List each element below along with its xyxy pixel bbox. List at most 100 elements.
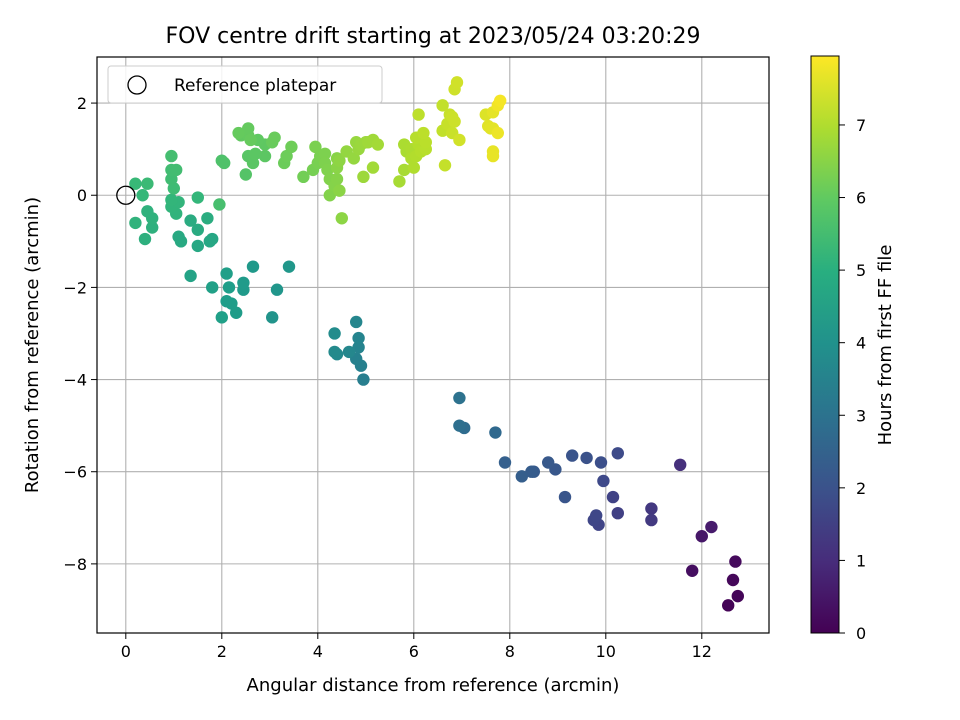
scatter-point xyxy=(357,373,370,386)
scatter-point xyxy=(328,345,341,359)
scatter-point xyxy=(280,149,293,163)
scatter-point xyxy=(333,184,346,197)
scatter-point xyxy=(165,193,178,207)
scatter-point xyxy=(645,513,658,527)
scatter-point xyxy=(453,391,466,405)
scatter-point xyxy=(146,221,159,234)
scatter-point xyxy=(486,149,500,163)
colorbar-gradient xyxy=(810,55,840,634)
legend-reference-marker xyxy=(127,75,147,95)
scatter-point xyxy=(366,161,380,174)
x-tick-label: 2 xyxy=(217,642,227,661)
scatter-point xyxy=(244,133,257,147)
scatter-point xyxy=(191,223,204,236)
scatter-point xyxy=(328,327,341,340)
scatter-point xyxy=(695,530,708,543)
scatter-point xyxy=(129,177,142,190)
y-axis-label: Rotation from reference (arcmin) xyxy=(22,197,43,493)
scatter-point xyxy=(350,315,363,329)
scatter-point xyxy=(172,230,185,243)
scatter-point xyxy=(494,94,507,107)
scatter-point xyxy=(453,133,466,147)
x-tick-label: 0 xyxy=(121,642,131,661)
scatter-point xyxy=(342,345,356,359)
scatter-point xyxy=(141,177,154,190)
scatter-point xyxy=(606,490,620,504)
scatter-point xyxy=(542,456,555,469)
colorbar-tick-label: 7 xyxy=(856,116,866,135)
scatter-point xyxy=(222,281,236,294)
data-points xyxy=(129,76,744,612)
scatter-point xyxy=(249,147,262,160)
scatter-point xyxy=(448,115,461,128)
scatter-point xyxy=(141,205,154,218)
colorbar-tick-label: 5 xyxy=(856,261,866,280)
scatter-point xyxy=(352,331,365,345)
scatter-point xyxy=(611,447,624,460)
scatter-point xyxy=(515,470,528,483)
scatter-point xyxy=(170,163,183,177)
scatter-point xyxy=(558,490,572,504)
plot-frame xyxy=(96,56,770,634)
scatter-point xyxy=(393,175,406,188)
scatter-point xyxy=(282,260,296,273)
scatter-point xyxy=(453,419,466,432)
scatter-point xyxy=(590,509,603,522)
scatter-point xyxy=(412,108,425,121)
colorbar-label: Hours from first FF file xyxy=(875,245,896,446)
y-tick-label: 2 xyxy=(77,94,87,113)
colorbar-tick-label: 4 xyxy=(856,334,866,353)
scatter-point xyxy=(722,599,735,612)
scatter-point xyxy=(580,451,593,465)
scatter-point xyxy=(220,267,233,280)
colorbar-ticks: 0 1 2 3 4 5 6 7 xyxy=(839,116,866,643)
scatter-point xyxy=(686,564,699,577)
x-tick-label: 4 xyxy=(313,642,323,661)
scatter-point xyxy=(407,161,420,174)
scatter-point xyxy=(184,269,197,283)
scatter-point xyxy=(230,306,243,319)
scatter-point xyxy=(129,216,142,230)
colorbar-tick-label: 2 xyxy=(856,479,866,498)
x-tick-label: 12 xyxy=(692,642,712,661)
scatter-point xyxy=(184,214,197,227)
scatter-point xyxy=(674,458,687,472)
scatter-point xyxy=(491,126,504,140)
scatter-point xyxy=(318,147,332,160)
scatter-point xyxy=(645,502,658,515)
scatter-point xyxy=(285,140,298,154)
x-tick-label: 10 xyxy=(596,642,616,661)
scatter-point xyxy=(270,283,284,296)
scatter-point xyxy=(438,159,452,172)
y-tick-label: −8 xyxy=(63,555,87,574)
scatter-point xyxy=(726,573,740,587)
scatter-point xyxy=(333,154,346,167)
colorbar: 0 1 2 3 4 5 6 7 Hours from first FF file xyxy=(810,55,896,643)
scatter-point xyxy=(525,465,538,478)
y-tick-label: −4 xyxy=(63,371,87,390)
scatter-point xyxy=(266,311,279,324)
scatter-point xyxy=(417,126,430,140)
scatter-point xyxy=(309,140,322,154)
y-tick-label: 0 xyxy=(77,186,87,205)
reference-marker-group xyxy=(116,185,136,205)
scatter-point xyxy=(191,239,204,253)
y-tick-label: −6 xyxy=(63,463,87,482)
reference-marker xyxy=(116,185,136,205)
scatter-point xyxy=(597,474,610,488)
colorbar-tick-label: 3 xyxy=(856,406,866,425)
scatter-point xyxy=(611,506,624,520)
scatter-point xyxy=(450,76,464,89)
x-tick-label: 8 xyxy=(505,642,515,661)
scatter-point xyxy=(191,191,204,204)
scatter-point xyxy=(258,149,272,163)
y-axis-ticks: −8 −6 −4 −2 0 2 xyxy=(63,94,97,574)
scatter-point xyxy=(436,99,449,112)
scatter-point xyxy=(347,152,360,165)
scatter-point xyxy=(498,456,512,469)
scatter-point xyxy=(594,456,608,469)
scatter-point xyxy=(218,156,231,170)
legend: Reference platepar xyxy=(107,65,383,104)
x-axis-ticks: 0 2 4 6 8 10 12 xyxy=(121,633,712,661)
